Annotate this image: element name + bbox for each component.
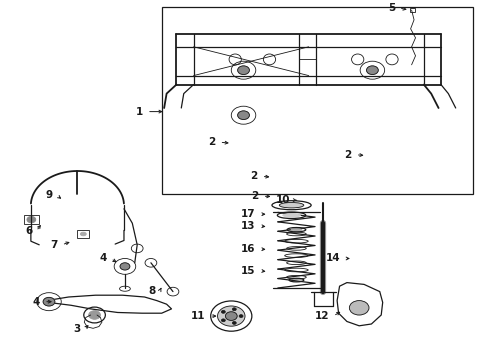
- Circle shape: [27, 216, 36, 223]
- Circle shape: [221, 319, 225, 322]
- Text: 6: 6: [25, 226, 32, 236]
- Circle shape: [225, 312, 237, 320]
- Bar: [410, 8, 415, 12]
- Circle shape: [89, 311, 100, 319]
- Bar: [77, 230, 89, 238]
- Text: 1: 1: [136, 107, 143, 117]
- Text: 2: 2: [344, 150, 352, 160]
- Circle shape: [232, 308, 236, 311]
- Text: 2: 2: [251, 191, 259, 201]
- Text: 10: 10: [275, 195, 290, 205]
- Circle shape: [43, 297, 55, 306]
- Text: 2: 2: [250, 171, 258, 181]
- Circle shape: [120, 263, 130, 270]
- Text: 4: 4: [99, 253, 107, 264]
- Circle shape: [238, 111, 249, 120]
- Circle shape: [218, 306, 245, 326]
- Text: 3: 3: [73, 324, 80, 334]
- Text: 9: 9: [46, 190, 53, 201]
- Text: 2: 2: [208, 137, 216, 147]
- Circle shape: [367, 66, 378, 75]
- Circle shape: [349, 301, 369, 315]
- Text: 17: 17: [241, 209, 256, 219]
- Text: 14: 14: [326, 253, 341, 264]
- Ellipse shape: [80, 232, 86, 236]
- Text: 13: 13: [241, 221, 256, 231]
- Bar: [24, 215, 39, 224]
- Circle shape: [239, 315, 243, 318]
- Ellipse shape: [283, 213, 300, 217]
- Ellipse shape: [291, 229, 302, 231]
- Text: 11: 11: [191, 311, 206, 321]
- Circle shape: [232, 321, 236, 324]
- Text: 7: 7: [50, 240, 58, 250]
- Ellipse shape: [279, 202, 304, 208]
- Text: 8: 8: [148, 286, 156, 296]
- Text: 4: 4: [33, 297, 40, 307]
- Text: 12: 12: [315, 311, 329, 321]
- Text: 15: 15: [241, 266, 256, 276]
- Circle shape: [221, 310, 225, 313]
- Bar: [162, 7, 473, 194]
- Text: 16: 16: [241, 244, 256, 254]
- Circle shape: [238, 66, 249, 75]
- Text: 5: 5: [388, 3, 395, 13]
